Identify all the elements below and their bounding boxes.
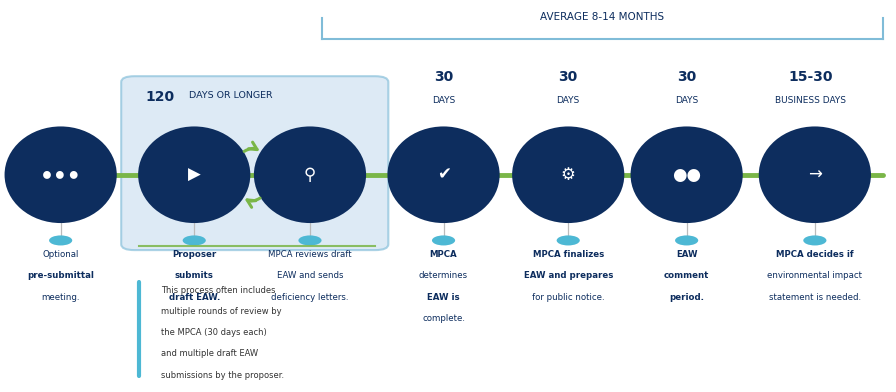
Ellipse shape xyxy=(387,127,500,223)
Text: environmental impact: environmental impact xyxy=(767,271,862,280)
Text: ●●: ●● xyxy=(672,166,702,184)
Text: This process often includes: This process often includes xyxy=(161,286,276,295)
Text: EAW and sends: EAW and sends xyxy=(277,271,343,280)
Text: 30: 30 xyxy=(558,70,578,84)
Text: ⚫⚫⚫: ⚫⚫⚫ xyxy=(39,166,82,184)
FancyBboxPatch shape xyxy=(121,76,388,250)
Text: Optional: Optional xyxy=(42,250,79,259)
Ellipse shape xyxy=(254,127,366,223)
Circle shape xyxy=(675,236,698,245)
Ellipse shape xyxy=(513,127,625,223)
Text: period.: period. xyxy=(669,292,704,301)
Ellipse shape xyxy=(4,127,116,223)
Ellipse shape xyxy=(138,127,250,223)
Text: ▶: ▶ xyxy=(188,166,201,184)
Text: submits: submits xyxy=(175,271,213,280)
Text: ✔: ✔ xyxy=(436,166,451,184)
Text: EAW is: EAW is xyxy=(427,292,460,301)
Text: meeting.: meeting. xyxy=(41,292,80,301)
Text: MPCA decides if: MPCA decides if xyxy=(776,250,854,259)
Text: multiple rounds of review by: multiple rounds of review by xyxy=(161,307,282,316)
Text: statement is needed.: statement is needed. xyxy=(769,292,861,301)
Text: MPCA reviews draft: MPCA reviews draft xyxy=(268,250,352,259)
Text: 120: 120 xyxy=(145,90,175,104)
Text: for public notice.: for public notice. xyxy=(532,292,605,301)
Text: EAW: EAW xyxy=(676,250,697,259)
Text: ⚙: ⚙ xyxy=(561,166,575,184)
Text: the MPCA (30 days each): the MPCA (30 days each) xyxy=(161,328,267,337)
Circle shape xyxy=(49,236,73,245)
Text: 30: 30 xyxy=(434,70,453,84)
Text: AVERAGE 8-14 MONTHS: AVERAGE 8-14 MONTHS xyxy=(540,13,664,22)
Text: ⚲: ⚲ xyxy=(304,166,316,184)
Text: complete.: complete. xyxy=(422,314,465,323)
Ellipse shape xyxy=(631,127,743,223)
Text: DAYS OR LONGER: DAYS OR LONGER xyxy=(186,91,273,100)
Circle shape xyxy=(804,236,826,245)
Text: and multiple draft EAW: and multiple draft EAW xyxy=(161,349,258,358)
Text: DAYS: DAYS xyxy=(432,96,455,105)
Circle shape xyxy=(298,236,322,245)
Text: determines: determines xyxy=(419,271,468,280)
Text: MPCA finalizes: MPCA finalizes xyxy=(532,250,604,259)
Text: DAYS: DAYS xyxy=(556,96,580,105)
Text: 15-30: 15-30 xyxy=(788,70,832,84)
Text: DAYS: DAYS xyxy=(675,96,698,105)
Text: comment: comment xyxy=(664,271,710,280)
Text: deficiency letters.: deficiency letters. xyxy=(271,292,349,301)
Text: BUSINESS DAYS: BUSINESS DAYS xyxy=(775,96,846,105)
Text: EAW and prepares: EAW and prepares xyxy=(523,271,613,280)
Circle shape xyxy=(556,236,580,245)
Circle shape xyxy=(183,236,206,245)
Text: 30: 30 xyxy=(677,70,696,84)
Text: pre-submittal: pre-submittal xyxy=(27,271,94,280)
Circle shape xyxy=(432,236,455,245)
Text: draft EAW.: draft EAW. xyxy=(168,292,220,301)
Ellipse shape xyxy=(759,127,871,223)
Text: Proposer: Proposer xyxy=(172,250,216,259)
Text: MPCA: MPCA xyxy=(430,250,457,259)
Text: →: → xyxy=(808,166,822,184)
Text: submissions by the proposer.: submissions by the proposer. xyxy=(161,371,284,380)
